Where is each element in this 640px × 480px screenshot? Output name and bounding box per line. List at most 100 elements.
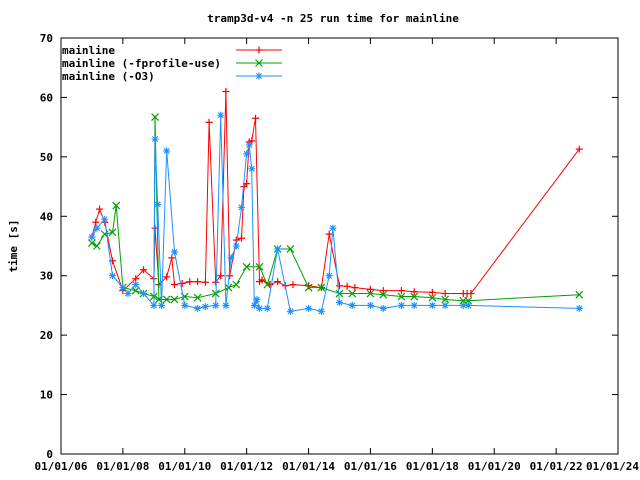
data-point [212,301,220,309]
data-point [237,203,245,211]
data-point [305,304,313,312]
data-point [428,293,437,302]
data-point [256,304,264,312]
data-point [181,301,189,309]
data-point [252,114,260,122]
legend-entry-label: mainline (-fprofile-use) [62,57,221,70]
data-point [317,307,325,315]
data-point [170,281,178,289]
series-layer [88,87,584,315]
series-2 [88,113,584,305]
y-axis-ticks: 0 10 20 30 40 50 60 70 [40,32,618,461]
x-tick-label: 01/01/24 [586,460,639,473]
x-tick-label: 01/01/16 [344,460,397,473]
data-point [237,234,245,242]
data-point [193,293,202,302]
data-point [410,301,418,309]
legend-entry-label: mainline [62,44,115,57]
data-point [366,301,374,309]
plot-frame [60,37,619,455]
data-point [151,135,159,143]
data-point [93,224,101,232]
data-point [329,224,337,232]
data-point [212,278,220,286]
data-point [92,218,100,226]
data-point [336,282,343,290]
data-point [410,288,418,296]
y-tick-label: 60 [40,91,53,104]
data-point [168,254,176,262]
data-point [366,285,374,293]
data-point [348,301,356,309]
data-point [410,292,419,301]
data-point [170,248,178,256]
y-tick-label: 20 [40,329,53,342]
data-point [441,301,449,309]
data-point [163,147,171,155]
data-point [464,301,472,309]
y-tick-label: 70 [40,32,53,45]
data-point [253,295,261,303]
data-point [222,87,230,95]
x-tick-label: 01/01/12 [220,460,273,473]
data-point [132,281,140,289]
data-point [242,262,251,271]
data-point [250,301,258,309]
data-point [140,290,148,298]
data-point [336,298,343,306]
data-point [325,230,333,238]
data-point [255,262,264,271]
data-point [217,111,225,119]
data-point [274,245,282,253]
y-axis-label: time [s] [7,220,20,273]
data-point [124,290,132,298]
data-point [575,145,583,153]
data-point [575,304,583,312]
data-point [243,150,251,158]
data-point [263,280,272,289]
legend-entry-label: mainline (-O3) [62,70,155,83]
data-point [96,205,104,213]
data-point [286,307,294,315]
x-tick-label: 01/01/20 [468,460,521,473]
x-tick-label: 01/01/14 [282,460,335,473]
series-3 [88,111,583,315]
data-point [112,201,121,210]
data-point [201,278,209,286]
data-point [162,295,171,304]
data-point [286,245,295,253]
y-tick-label: 10 [40,389,53,402]
data-point [119,284,127,292]
data-point [274,278,282,286]
data-point [224,283,233,292]
data-point [186,278,194,286]
data-point [170,295,179,304]
plot-area [60,37,619,455]
data-point [428,288,436,296]
x-axis-ticks: 01/01/06 01/01/08 01/01/10 01/01/12 01/01/14… [35,38,639,473]
data-point [575,290,584,299]
y-tick-label: 50 [40,151,53,164]
data-point [109,272,117,280]
data-point [397,301,405,309]
x-tick-label: 01/01/18 [406,460,459,473]
x-tick-label: 01/01/10 [158,460,211,473]
data-point [227,254,235,262]
data-point [205,118,213,126]
data-point [150,301,158,309]
chart-title: tramp3d-v4 -n 25 run time for mainline [207,12,459,25]
data-point [245,141,253,149]
data-point [154,200,162,208]
data-point [157,301,165,309]
x-tick-label: 01/01/08 [96,460,149,473]
data-point [248,165,256,173]
data-point [132,275,140,283]
x-tick-label: 01/01/06 [35,460,88,473]
data-point [459,301,467,309]
data-point [131,286,140,295]
data-point [379,290,388,299]
data-point [428,301,436,309]
